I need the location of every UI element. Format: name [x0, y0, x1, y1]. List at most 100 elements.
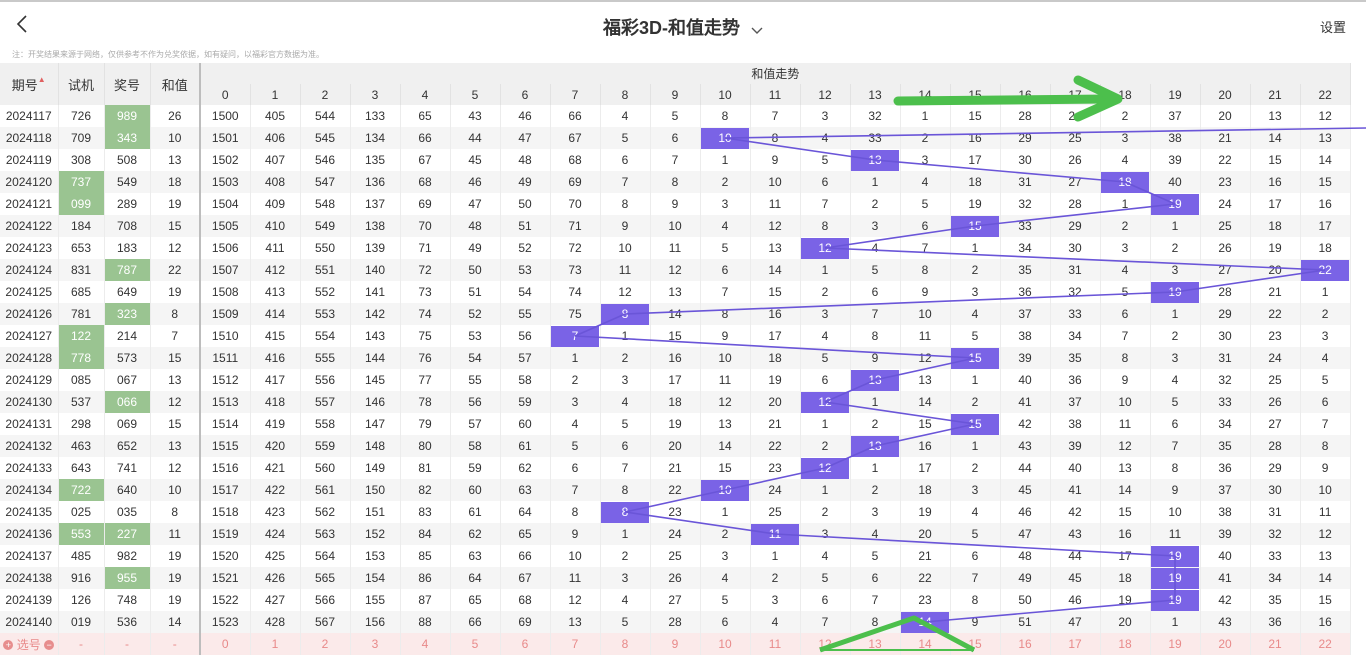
pick-number-button[interactable]: 15 [950, 633, 1001, 655]
pick-number-button[interactable]: 3 [350, 633, 401, 655]
omission-cell: 1510 [200, 325, 251, 347]
sum-value-header: 22 [1300, 84, 1351, 105]
pick-number-button[interactable]: 4 [400, 633, 451, 655]
pick-number-button[interactable]: 21 [1250, 633, 1301, 655]
pick-number-button[interactable]: 1 [250, 633, 301, 655]
pick-number-button[interactable]: 0 [200, 633, 251, 655]
omission-cell: 7 [1150, 435, 1201, 457]
trial-number-cell: 298 [58, 413, 105, 435]
omission-cell: 18 [1250, 215, 1301, 237]
pick-number-button[interactable]: 17 [1050, 633, 1101, 655]
pick-number-button[interactable]: 7 [550, 633, 601, 655]
omission-cell: 69 [500, 611, 551, 633]
omission-cell: 2 [600, 545, 651, 567]
sum-cell: 19 [150, 193, 201, 215]
omission-cell: 557 [300, 391, 351, 413]
omission-cell: 4 [850, 523, 901, 545]
settings-button[interactable]: 设置 [1319, 20, 1346, 35]
omission-cell: 30 [1200, 325, 1251, 347]
omission-cell: 88 [400, 611, 451, 633]
pick-number-button[interactable]: 12 [800, 633, 851, 655]
pick-number-button[interactable]: 16 [1000, 633, 1051, 655]
draw-row: 2024136 553 227 11 1519 424 563 152 84 62 65 9 1 24 2 1… [0, 523, 1351, 545]
omission-cell: 37 [1200, 479, 1251, 501]
draw-row: 2024130 537 066 12 1513 418 557 146 78 56 59 3 4 18 12… [0, 391, 1351, 413]
omission-cell: 4 [750, 611, 801, 633]
omission-cell: 1513 [200, 391, 251, 413]
omission-cell: 411 [250, 237, 301, 259]
omission-cell: 426 [250, 567, 301, 589]
omission-cell: 19 [650, 413, 701, 435]
omission-cell: 32 [1000, 193, 1051, 215]
omission-cell: 68 [550, 149, 601, 171]
sort-up-icon[interactable]: ▲ [37, 74, 46, 84]
omission-cell: 46 [450, 171, 501, 193]
omission-cell: 67 [550, 127, 601, 149]
sum-hit-cell: 15 [950, 215, 1001, 237]
pick-number-button[interactable]: 11 [750, 633, 801, 655]
pick-number-label[interactable]: + 选号 − [0, 633, 59, 655]
omission-cell: 42 [1200, 589, 1251, 611]
omission-cell: 566 [300, 589, 351, 611]
chevron-down-icon[interactable] [751, 19, 763, 40]
trial-column-header: 试机 [58, 63, 105, 105]
omission-cell: 27 [650, 589, 701, 611]
omission-cell: 152 [350, 523, 401, 545]
omission-cell: 30 [1250, 479, 1301, 501]
omission-cell: 11 [550, 567, 601, 589]
sum-value-header: 12 [800, 84, 851, 105]
pick-number-button[interactable]: 5 [450, 633, 501, 655]
pick-number-button[interactable]: 9 [650, 633, 701, 655]
sum-hit-marker: 19 [1151, 281, 1199, 303]
issue-column-header[interactable]: 期号▲ [0, 63, 59, 105]
omission-cell: 13 [1300, 127, 1351, 149]
pick-number-button[interactable]: 20 [1200, 633, 1251, 655]
lottery-type-selector[interactable]: 福彩3D-和值走势 [602, 18, 740, 38]
omission-cell: 7 [900, 237, 951, 259]
sum-value-header: 14 [900, 84, 951, 105]
sum-hit-marker: 15 [951, 347, 999, 369]
omission-cell: 36 [1050, 369, 1101, 391]
omission-cell: 57 [500, 347, 551, 369]
pick-number-button[interactable]: 14 [900, 633, 951, 655]
pick-number-button[interactable]: 22 [1300, 633, 1351, 655]
pick-number-button[interactable]: 10 [700, 633, 751, 655]
trial-number-cell: 916 [58, 567, 105, 589]
omission-cell: 143 [350, 325, 401, 347]
omission-cell: 43 [1200, 611, 1251, 633]
omission-cell: 23 [750, 457, 801, 479]
pick-number-button[interactable]: 2 [300, 633, 351, 655]
sum-hit-cell: 19 [1150, 545, 1201, 567]
omission-cell: 13 [1300, 545, 1351, 567]
omission-cell: 1 [950, 435, 1001, 457]
prize-number-cell: 067 [104, 369, 151, 391]
prize-number-cell: 069 [104, 413, 151, 435]
omission-cell: 18 [650, 391, 701, 413]
omission-cell: 19 [1250, 237, 1301, 259]
omission-cell: 80 [400, 435, 451, 457]
omission-cell: 5 [1100, 281, 1151, 303]
pick-number-button[interactable]: 19 [1150, 633, 1201, 655]
plus-circle-icon[interactable]: + [3, 640, 14, 651]
omission-cell: 41 [1050, 479, 1101, 501]
trial-number-cell: 126 [58, 589, 105, 611]
trial-number-cell: 781 [58, 303, 105, 325]
minus-circle-icon[interactable]: − [44, 640, 55, 651]
omission-cell: 16 [900, 435, 951, 457]
back-arrow-icon[interactable] [12, 10, 32, 38]
pick-number-button[interactable]: 13 [850, 633, 901, 655]
omission-cell: 4 [550, 413, 601, 435]
sum-hit-cell: 19 [1150, 193, 1201, 215]
omission-cell: 1 [1150, 303, 1201, 325]
omission-cell: 59 [450, 457, 501, 479]
pick-number-button[interactable]: 8 [600, 633, 651, 655]
omission-cell: 50 [500, 193, 551, 215]
pick-number-button[interactable]: 18 [1100, 633, 1151, 655]
trend-table-container[interactable]: 期号▲ 试机 奖号 和值 和值走势 0 1 2 3 4 5 6 7 8 9 10 11 12 13 14 15… [0, 63, 1366, 659]
omission-cell: 16 [650, 347, 701, 369]
omission-cell: 11 [750, 193, 801, 215]
omission-cell: 12 [650, 259, 701, 281]
prize-number-cell: 035 [104, 501, 151, 523]
omission-cell: 8 [950, 589, 1001, 611]
pick-number-button[interactable]: 6 [500, 633, 551, 655]
